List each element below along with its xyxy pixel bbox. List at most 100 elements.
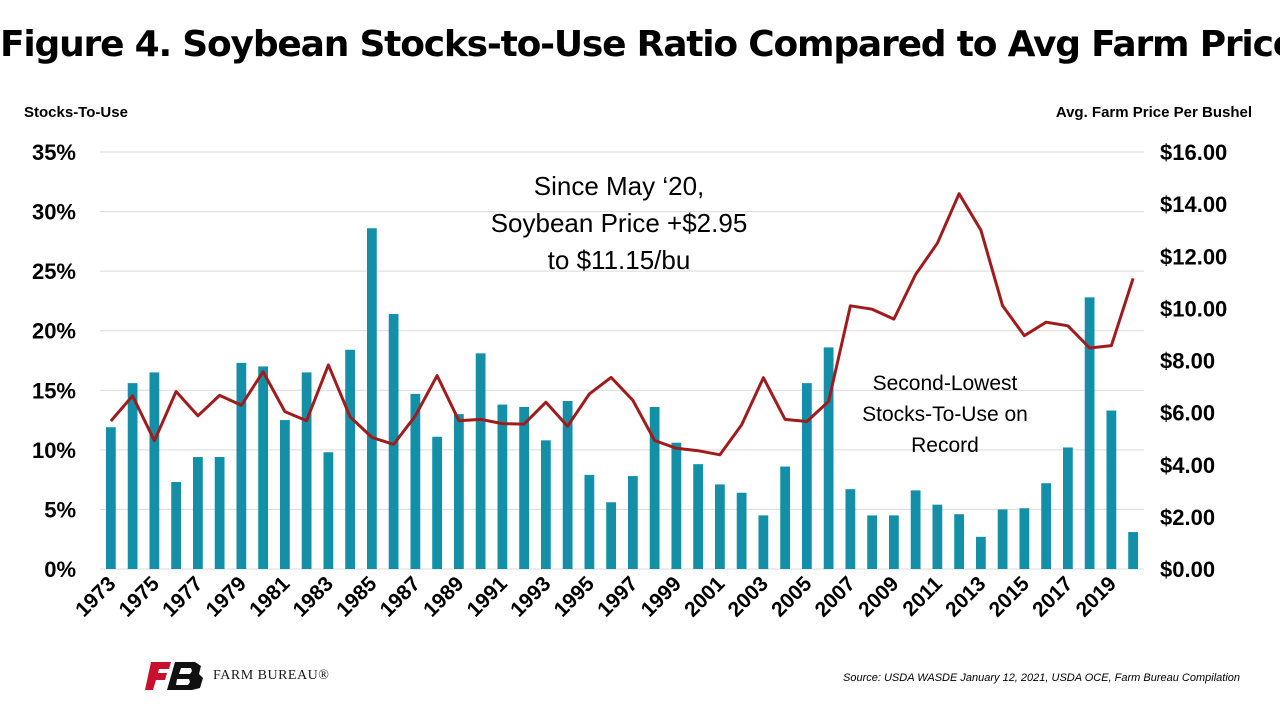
y-right-tick-label: $6.00 xyxy=(1160,401,1215,426)
bar-stocks-to-use-1994 xyxy=(562,401,573,569)
left-axis-title: Stocks-To-Use xyxy=(24,104,128,121)
x-tick-label: 2011 xyxy=(898,572,947,621)
y-right-tick-label: $8.00 xyxy=(1160,349,1215,374)
bar-stocks-to-use-2019 xyxy=(1106,410,1117,569)
bar-stocks-to-use-1977 xyxy=(192,457,203,569)
bar-stocks-to-use-2012 xyxy=(954,514,965,569)
bar-stocks-to-use-2016 xyxy=(1041,483,1052,569)
bar-stocks-to-use-2004 xyxy=(780,466,791,569)
x-tick-label: 2017 xyxy=(1028,572,1077,621)
x-tick-label: 1973 xyxy=(71,572,120,621)
bar-stocks-to-use-1975 xyxy=(149,372,160,569)
farm-price-line xyxy=(109,192,1135,457)
bar-stocks-to-use-1991 xyxy=(497,404,508,569)
x-tick-label: 1999 xyxy=(637,572,686,621)
bar-stocks-to-use-2015 xyxy=(1019,508,1030,569)
bar-stocks-to-use-2000 xyxy=(693,464,704,569)
right-axis-ticks: $0.00 $2.00 $4.00 $6.00 $8.00 $10.00 $12.00 $14… xyxy=(1160,140,1227,582)
bar-stocks-to-use-1990 xyxy=(475,353,486,569)
source-note: Source: USDA WASDE January 12, 2021, USD… xyxy=(843,672,1240,684)
bar-stocks-to-use-2020 xyxy=(1128,532,1139,569)
x-tick-label: 1981 xyxy=(245,572,295,622)
x-tick-label: 1997 xyxy=(593,572,642,621)
bar-stocks-to-use-1998 xyxy=(649,406,660,569)
bar-stocks-to-use-1976 xyxy=(171,482,182,569)
x-tick-label: 1989 xyxy=(419,572,468,621)
x-tick-label: 2005 xyxy=(767,572,817,622)
stocks-annotation-line-1: Second-Lowest xyxy=(873,372,1018,395)
y-right-tick-label: $16.00 xyxy=(1160,140,1227,165)
price-annotation-line-2: Soybean Price +$2.95 xyxy=(491,208,748,238)
x-tick-label: 1985 xyxy=(332,572,382,622)
y-left-tick-label: 25% xyxy=(32,259,76,284)
y-left-tick-label: 5% xyxy=(44,497,76,522)
stocks-to-use-bars xyxy=(105,228,1139,569)
bar-stocks-to-use-2005 xyxy=(801,383,812,569)
bar-stocks-to-use-1997 xyxy=(627,476,638,569)
y-right-tick-label: $10.00 xyxy=(1160,296,1227,321)
right-axis-title: Avg. Farm Price Per Bushel xyxy=(1055,104,1252,121)
y-right-tick-label: $2.00 xyxy=(1160,505,1215,530)
y-right-tick-label: $14.00 xyxy=(1160,192,1227,217)
bar-stocks-to-use-2009 xyxy=(888,515,899,569)
bar-stocks-to-use-1973 xyxy=(105,427,116,569)
logo-text: FARM BUREAU® xyxy=(213,668,330,683)
bar-stocks-to-use-1989 xyxy=(453,414,464,569)
x-tick-label: 2019 xyxy=(1072,572,1121,621)
bar-stocks-to-use-2006 xyxy=(823,347,834,569)
y-left-tick-label: 20% xyxy=(32,319,76,344)
bar-stocks-to-use-1985 xyxy=(366,228,377,569)
bar-stocks-to-use-2008 xyxy=(867,515,878,569)
price-annotation-line-3: to $11.15/bu xyxy=(548,245,691,275)
x-tick-label: 1977 xyxy=(158,572,207,621)
bar-stocks-to-use-2018 xyxy=(1084,297,1095,569)
bar-stocks-to-use-1987 xyxy=(410,393,421,569)
bar-stocks-to-use-1981 xyxy=(279,420,290,569)
bar-stocks-to-use-1980 xyxy=(258,366,269,569)
x-tick-label: 2001 xyxy=(680,572,730,622)
farm-bureau-logo-icon xyxy=(145,662,203,690)
bar-stocks-to-use-2013 xyxy=(975,536,986,569)
y-left-tick-label: 0% xyxy=(44,557,76,582)
bar-stocks-to-use-1988 xyxy=(432,436,443,569)
bar-stocks-to-use-2003 xyxy=(758,515,769,569)
bar-stocks-to-use-2014 xyxy=(997,509,1008,569)
x-tick-label: 1979 xyxy=(202,572,251,621)
y-left-tick-label: 15% xyxy=(32,378,76,403)
bar-stocks-to-use-1979 xyxy=(236,362,247,569)
bar-stocks-to-use-1993 xyxy=(540,440,551,569)
bar-stocks-to-use-1992 xyxy=(519,406,530,569)
x-tick-label: 1987 xyxy=(376,572,425,621)
x-tick-label: 2003 xyxy=(724,572,773,621)
bar-stocks-to-use-1974 xyxy=(127,383,138,569)
bar-stocks-to-use-1986 xyxy=(388,314,399,569)
stocks-annotation-line-3: Record xyxy=(911,434,979,457)
bar-stocks-to-use-2011 xyxy=(932,504,943,569)
x-tick-label: 2007 xyxy=(811,572,860,621)
bar-stocks-to-use-1999 xyxy=(671,442,682,569)
bar-stocks-to-use-1984 xyxy=(345,349,356,569)
stocks-annotation-line-2: Stocks-To-Use on xyxy=(862,403,1028,426)
bar-stocks-to-use-1996 xyxy=(606,502,617,569)
x-tick-label: 2013 xyxy=(941,572,990,621)
bar-stocks-to-use-1978 xyxy=(214,457,225,569)
bar-stocks-to-use-1983 xyxy=(323,452,334,569)
y-left-tick-label: 35% xyxy=(32,140,76,165)
farm-price-line-series xyxy=(109,192,1135,457)
left-axis-ticks: 0% 5% 10% 15% 20% 25% 30% 35% xyxy=(32,140,76,582)
x-tick-label: 1993 xyxy=(506,572,555,621)
x-axis-ticks: 1973197519771979198119831985198719891991… xyxy=(71,572,1121,622)
price-annotation-line-1: Since May ‘20, xyxy=(534,171,705,201)
y-right-tick-label: $12.00 xyxy=(1160,244,1227,269)
bar-stocks-to-use-1982 xyxy=(301,372,312,569)
farm-bureau-logo: FARM BUREAU® xyxy=(145,660,329,692)
x-tick-label: 1975 xyxy=(115,572,165,622)
x-tick-label: 1991 xyxy=(463,572,513,622)
bar-stocks-to-use-2017 xyxy=(1062,447,1073,569)
x-tick-label: 2015 xyxy=(985,572,1035,622)
bar-stocks-to-use-2007 xyxy=(845,489,856,569)
bar-stocks-to-use-1995 xyxy=(584,474,595,569)
chart-title: Figure 4. Soybean Stocks-to-Use Ratio Co… xyxy=(0,24,1280,65)
x-tick-label: 1995 xyxy=(550,572,600,622)
